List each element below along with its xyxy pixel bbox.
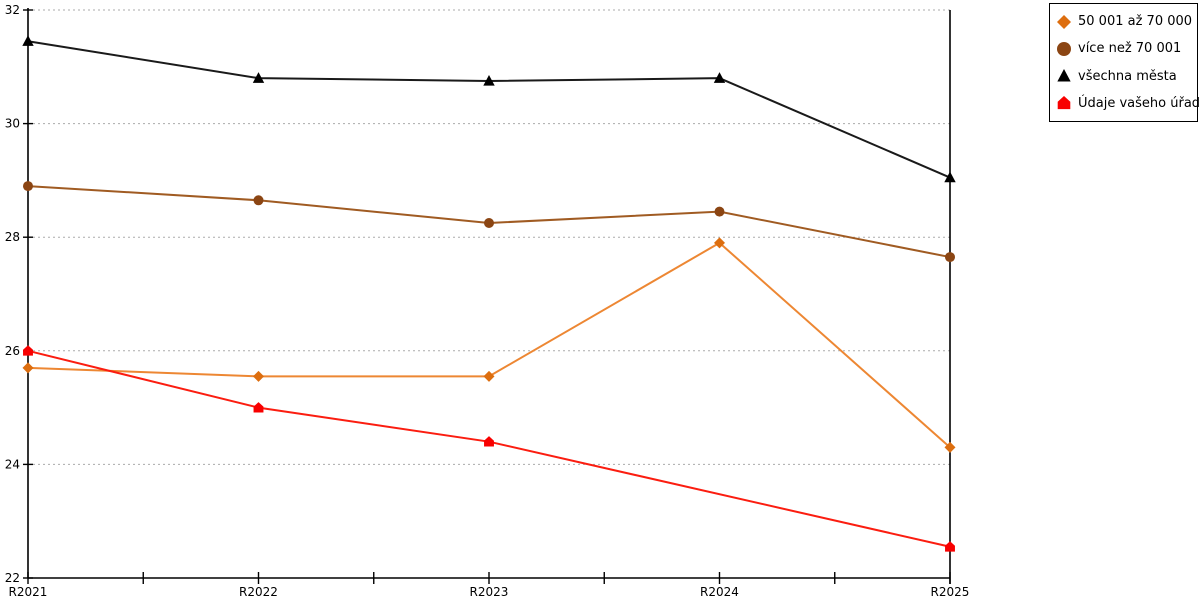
triangle-marker [252,72,265,83]
triangle-icon [1057,69,1071,82]
circle-icon [1057,41,1071,56]
legend-label: všechna města [1078,68,1177,84]
pentagon-icon [1057,96,1071,110]
diamond-icon [1057,14,1071,29]
diamond-marker [714,237,725,249]
circle-icon-shape [1057,41,1071,56]
diamond-marker [22,362,34,374]
circle-marker [23,181,33,192]
legend: 50 001 až 70 000 více než 70 001 všechna… [1049,3,1200,122]
x-tick-label: R2021 [9,585,48,599]
y-tick-label: 24 [5,457,20,471]
diamond-icon-shape [1057,14,1071,29]
x-tick-label: R2022 [239,585,278,599]
y-tick-label: 30 [5,117,20,131]
legend-item-50001-az-70000: 50 001 až 70 000 [1056,14,1193,30]
triangle-icon-shape [1057,69,1071,82]
diamond-marker [483,370,495,382]
pentagon-marker [23,345,33,356]
triangle-marker [483,75,495,86]
circle-marker [484,218,494,228]
pentagon-icon-shape [1057,96,1071,110]
triangle-marker [944,171,956,183]
series-line-triangle [27,40,951,179]
y-tick-label: 28 [5,230,20,244]
triangle-marker [22,35,34,46]
legend-label: Údaje vašeho úřadu [1078,95,1200,111]
diamond-marker [944,441,956,453]
y-tick-label: 22 [5,571,20,585]
pentagon-marker [484,436,494,447]
x-tick-label: R2023 [470,585,509,599]
pentagon-marker [253,402,264,413]
y-tick-label: 32 [5,3,20,17]
legend-item-udaje-vaseho-uradu: Údaje vašeho úřadu [1056,95,1200,111]
legend-label: 50 001 až 70 000 [1078,14,1193,30]
x-tick-label: R2025 [931,585,970,599]
diamond-marker [253,370,264,382]
legend-item-vice-nez-70001: více než 70 001 [1056,41,1191,57]
x-tick-label: R2024 [700,585,739,599]
legend-item-vsechna-mesta: všechna města [1056,68,1191,84]
series-line-pentagon [27,349,951,548]
pentagon-marker [945,541,955,552]
y-tick-label: 26 [5,344,20,358]
legend-label: více než 70 001 [1078,41,1182,57]
circle-marker [714,206,725,217]
series-line-diamond [27,241,951,449]
circle-marker [945,252,955,263]
circle-marker [253,195,264,206]
triangle-marker [713,72,726,83]
